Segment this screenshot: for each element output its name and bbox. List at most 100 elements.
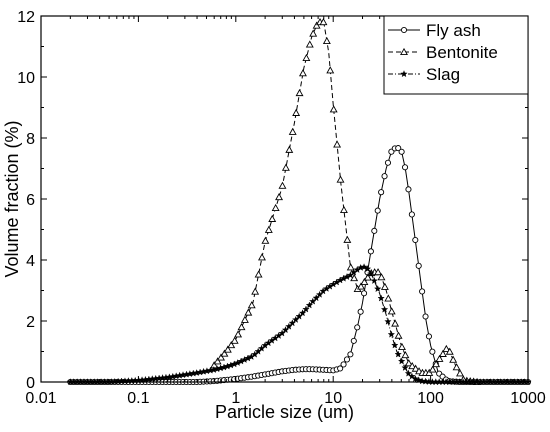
legend-items: Fly ash Bentonite Slag xyxy=(388,21,498,84)
data-point xyxy=(367,269,375,277)
x-tick-label: 1000 xyxy=(510,390,546,407)
data-point xyxy=(343,356,351,363)
data-point xyxy=(384,159,392,166)
legend-label: Slag xyxy=(426,65,460,84)
legend-item: Bentonite xyxy=(388,43,498,62)
data-point xyxy=(438,349,447,357)
data-point xyxy=(357,308,364,315)
legend-item: Fly ash xyxy=(388,21,481,40)
data-point xyxy=(401,350,410,359)
data-point xyxy=(422,313,429,320)
data-point xyxy=(381,173,388,180)
data-point xyxy=(428,365,437,373)
y-tick-label: 8 xyxy=(26,131,35,148)
data-point xyxy=(251,287,260,295)
y-tick-label: 2 xyxy=(26,314,35,331)
tick-layer: 0.01 0.1 1 10 100 1000 0 2 4 6 8 10 12 xyxy=(17,9,546,407)
legend-marker xyxy=(400,26,408,34)
data-point xyxy=(421,377,430,385)
data-point xyxy=(288,127,297,135)
data-point xyxy=(237,323,246,331)
data-point xyxy=(261,236,270,244)
data-point xyxy=(309,29,318,37)
data-point xyxy=(281,163,290,171)
data-point xyxy=(350,274,359,282)
legend: Fly ash Bentonite Slag xyxy=(383,15,529,95)
data-point xyxy=(285,145,294,153)
data-point xyxy=(384,294,393,302)
data-point xyxy=(354,324,361,331)
data-point xyxy=(309,297,317,305)
data-point xyxy=(220,349,229,357)
data-point xyxy=(405,186,412,193)
data-point xyxy=(268,214,277,222)
data-point xyxy=(419,288,426,295)
data-point xyxy=(360,263,368,271)
data-point xyxy=(408,211,415,218)
data-point xyxy=(361,290,368,297)
x-tick-label: 10 xyxy=(324,390,342,407)
data-point xyxy=(370,276,378,284)
series-bentonite xyxy=(210,17,482,386)
data-point xyxy=(227,341,236,349)
data-point xyxy=(363,273,372,281)
data-point xyxy=(347,351,354,358)
data-point xyxy=(415,262,422,269)
data-point xyxy=(391,319,400,327)
data-point xyxy=(380,305,389,313)
data-point xyxy=(271,203,280,212)
data-point xyxy=(298,69,307,77)
y-tick-label: 4 xyxy=(26,253,35,270)
y-axis-title: Volume fraction (%) xyxy=(2,120,22,277)
data-point xyxy=(395,145,402,152)
data-point xyxy=(240,315,249,323)
data-point xyxy=(360,277,369,285)
data-point xyxy=(275,192,284,201)
data-point xyxy=(435,354,444,362)
data-point xyxy=(305,301,314,309)
data-point xyxy=(456,369,464,377)
data-point xyxy=(322,36,331,45)
data-point xyxy=(429,348,436,355)
data-point xyxy=(367,248,374,255)
data-point xyxy=(223,345,232,353)
x-tick-label: 1 xyxy=(231,390,240,407)
data-point xyxy=(234,330,243,338)
data-point xyxy=(333,140,342,148)
data-point xyxy=(398,148,405,155)
data-point xyxy=(378,189,385,196)
data-point xyxy=(285,322,293,330)
data-point xyxy=(254,270,263,278)
data-point xyxy=(302,53,311,62)
legend-item: Slag xyxy=(388,65,460,84)
data-point xyxy=(442,344,451,352)
data-point xyxy=(432,360,441,368)
y-tick-label: 10 xyxy=(17,70,35,87)
x-tick-label: 0.01 xyxy=(25,390,56,407)
legend-label: Bentonite xyxy=(426,43,498,62)
data-point xyxy=(394,350,402,358)
data-point xyxy=(305,40,314,48)
data-point xyxy=(343,235,352,243)
data-point xyxy=(408,361,417,370)
data-point xyxy=(326,66,335,74)
legend-marker xyxy=(400,47,408,56)
data-point xyxy=(230,336,239,344)
data-point xyxy=(452,363,461,371)
data-point xyxy=(449,355,458,363)
data-point xyxy=(425,333,432,340)
y-tick-label: 0 xyxy=(26,375,35,392)
data-point xyxy=(357,282,365,290)
data-point xyxy=(387,330,396,338)
data-point xyxy=(302,305,310,313)
data-point xyxy=(292,108,301,116)
data-point xyxy=(337,365,344,372)
data-point xyxy=(391,341,399,349)
y-tick-label: 6 xyxy=(26,192,35,209)
data-point xyxy=(371,227,378,234)
data-point xyxy=(377,294,385,302)
data-point xyxy=(380,282,389,290)
data-point xyxy=(397,342,406,351)
data-point xyxy=(336,175,345,183)
